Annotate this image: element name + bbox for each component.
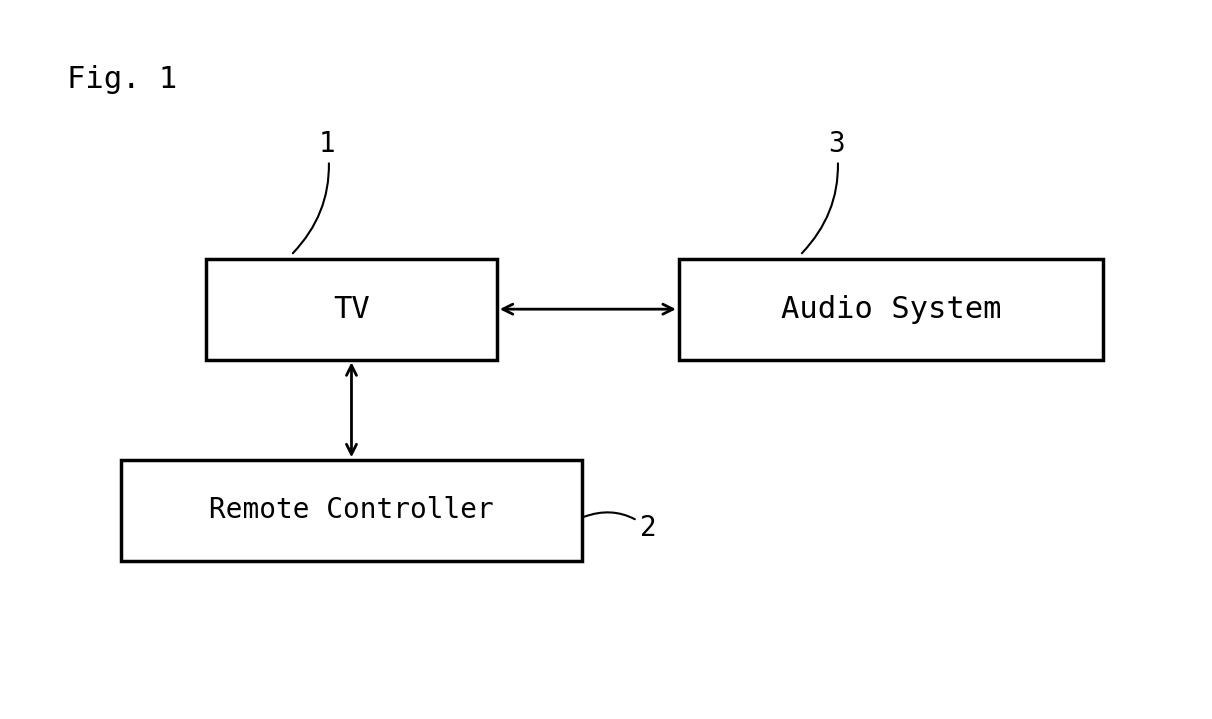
Text: 1: 1	[293, 130, 336, 253]
Text: Audio System: Audio System	[781, 295, 1001, 324]
Text: TV: TV	[333, 295, 370, 324]
Bar	[679, 259, 1103, 360]
Bar	[121, 460, 582, 561]
Text: Remote Controller: Remote Controller	[210, 497, 493, 524]
Text: Fig. 1: Fig. 1	[67, 65, 177, 93]
Text: 3: 3	[802, 130, 845, 253]
Text: 2: 2	[584, 513, 657, 542]
Bar	[206, 259, 497, 360]
